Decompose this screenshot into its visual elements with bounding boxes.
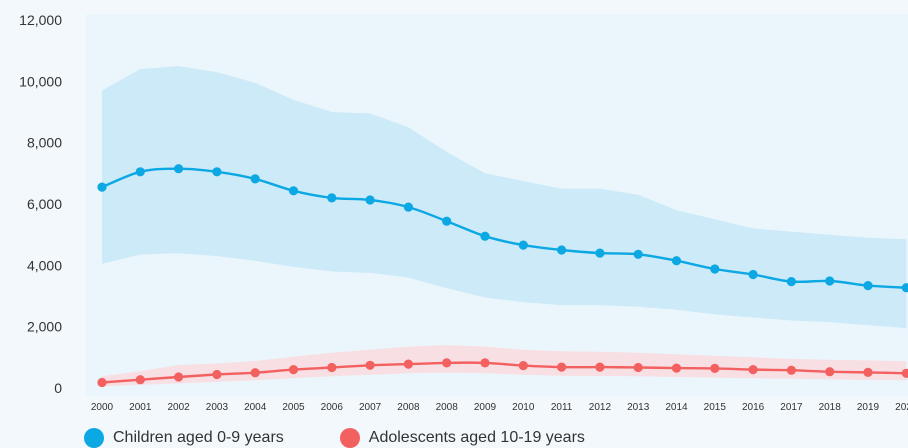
point-adolescents-10 <box>480 358 490 368</box>
point-children-1 <box>135 167 145 177</box>
point-adolescents-4 <box>250 368 260 378</box>
y-tick-label: 6,000 <box>27 196 62 212</box>
point-children-15 <box>671 256 682 266</box>
x-tick-label: 2017 <box>780 402 803 413</box>
x-tick-label: 2000 <box>91 402 114 413</box>
point-children-16 <box>710 264 720 274</box>
point-adolescents-8 <box>403 359 413 369</box>
point-adolescents-9 <box>442 358 452 368</box>
point-children-18 <box>786 277 797 287</box>
y-tick-label: 12,000 <box>19 12 62 28</box>
y-tick-label: 4,000 <box>27 257 62 273</box>
legend: Children aged 0-9 years Adolescents aged… <box>84 428 585 448</box>
point-adolescents-5 <box>288 365 299 375</box>
point-adolescents-16 <box>710 363 720 373</box>
point-children-7 <box>365 195 375 205</box>
x-tick-label: 2012 <box>589 402 612 413</box>
point-adolescents-14 <box>633 362 643 373</box>
series-lines <box>101 167 907 384</box>
point-adolescents-21 <box>901 368 908 378</box>
point-adolescents-15 <box>671 363 682 373</box>
x-tick-label: 2002 <box>167 402 190 413</box>
confidence-bands <box>102 66 907 387</box>
band-children <box>102 66 907 329</box>
x-tick-label: 2009 <box>474 402 497 413</box>
point-children-17 <box>748 269 758 280</box>
y-tick-label: 10,000 <box>19 73 62 89</box>
point-children-19 <box>825 276 835 286</box>
point-children-6 <box>327 193 337 203</box>
point-adolescents-18 <box>786 365 797 375</box>
x-tick-label: 2018 <box>819 402 842 413</box>
x-tick-label: 2015 <box>704 402 727 413</box>
point-adolescents-6 <box>327 362 337 373</box>
point-children-10 <box>480 231 490 241</box>
x-tick-label: 2008 <box>436 402 459 413</box>
point-adolescents-1 <box>135 375 145 385</box>
x-tick-label: 2010 <box>512 402 535 413</box>
band-adolescents <box>102 345 907 387</box>
y-tick-label: 8,000 <box>27 135 62 151</box>
x-tick-label: 2014 <box>665 402 688 413</box>
series-points <box>97 164 908 388</box>
x-tick-label: 2001 <box>129 402 152 413</box>
x-tick-label: 2011 <box>551 402 573 413</box>
point-adolescents-3 <box>212 369 222 380</box>
point-adolescents-7 <box>365 360 375 370</box>
y-tick-label: 2,000 <box>27 319 62 335</box>
legend-label-children: Children aged 0-9 years <box>113 429 284 446</box>
point-adolescents-13 <box>595 362 605 372</box>
point-adolescents-17 <box>748 365 758 375</box>
x-tick-label: 2003 <box>206 402 229 413</box>
x-tick-label: 2020 <box>895 402 908 413</box>
point-children-3 <box>212 167 222 177</box>
x-tick-label: 2016 <box>742 402 765 413</box>
x-tick-label: 2008 <box>397 402 420 413</box>
point-adolescents-19 <box>825 367 835 377</box>
point-children-14 <box>633 249 643 259</box>
point-children-2 <box>174 164 184 174</box>
point-children-0 <box>97 182 107 192</box>
x-axis: 2000 2001 2002 2003 2004 2005 2006 2007 2008 2008… <box>91 402 908 413</box>
point-children-11 <box>518 240 528 250</box>
point-children-12 <box>557 245 567 255</box>
point-adolescents-2 <box>174 372 184 382</box>
x-tick-label: 2005 <box>282 402 305 413</box>
point-children-13 <box>595 248 605 258</box>
line-children <box>101 167 907 289</box>
point-children-4 <box>250 174 260 184</box>
y-axis: 12,000 10,000 8,000 6,000 4,000 2,000 0 <box>19 12 62 396</box>
x-tick-label: 2006 <box>321 402 344 413</box>
legend-label-adolescents: Adolescents aged 10-19 years <box>368 429 585 446</box>
point-children-8 <box>403 202 413 212</box>
legend-item-adolescents: Adolescents aged 10-19 years <box>339 428 585 448</box>
line-adolescents <box>101 361 907 384</box>
x-tick-label: 2004 <box>244 402 267 413</box>
y-tick-label: 0 <box>54 380 62 396</box>
legend-swatch-children <box>84 428 104 448</box>
x-tick-label: 2007 <box>359 402 382 413</box>
point-adolescents-11 <box>518 361 528 371</box>
legend-swatch-adolescents <box>339 428 360 448</box>
point-children-5 <box>288 186 299 196</box>
x-tick-label: 2013 <box>627 402 650 413</box>
point-children-20 <box>863 281 873 291</box>
x-tick-label: 2019 <box>857 402 880 413</box>
point-children-21 <box>901 283 908 293</box>
point-adolescents-12 <box>557 362 567 372</box>
point-children-9 <box>442 216 452 226</box>
legend-item-children: Children aged 0-9 years <box>84 428 284 448</box>
point-adolescents-20 <box>863 367 873 377</box>
point-adolescents-0 <box>97 377 107 388</box>
